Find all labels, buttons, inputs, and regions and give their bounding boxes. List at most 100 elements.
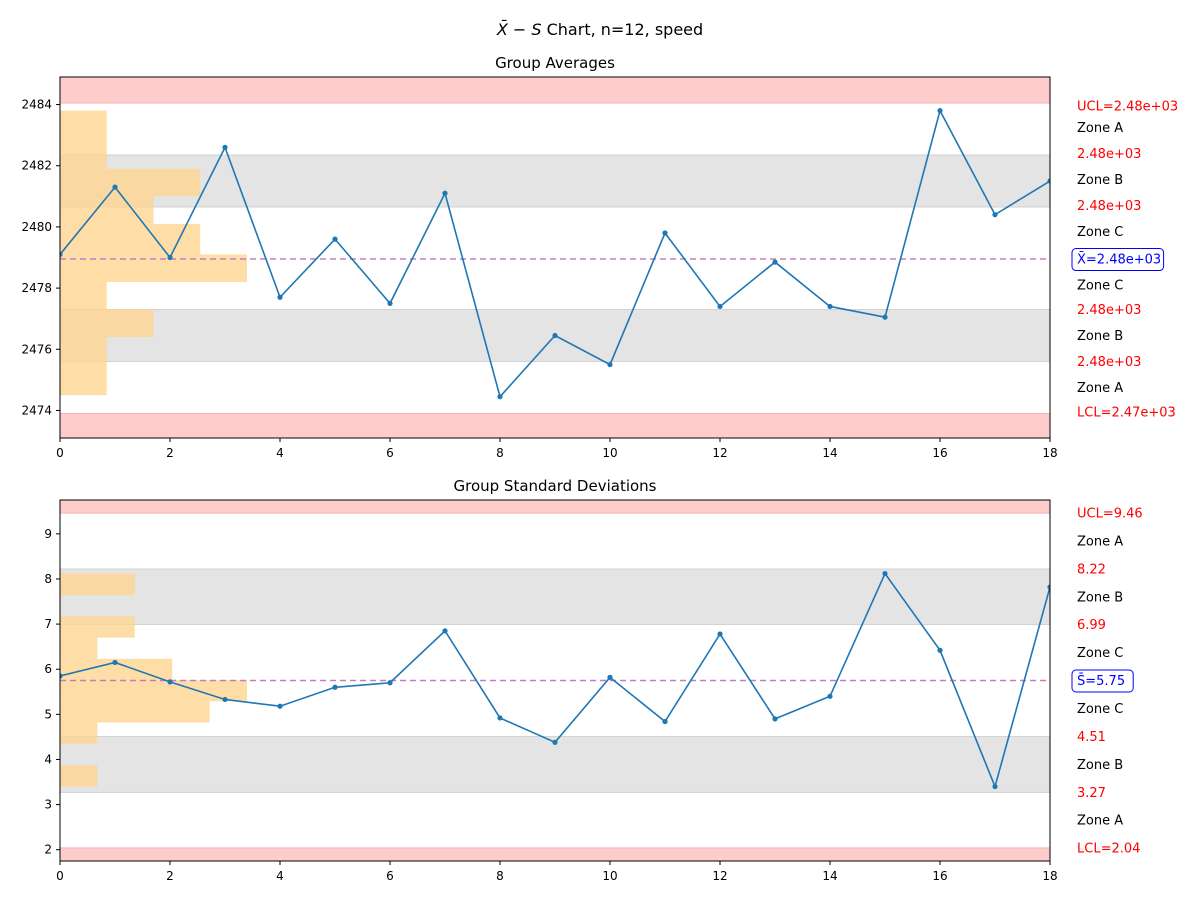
x-tick-label: 18 bbox=[1042, 869, 1057, 883]
y-tick-label: 5 bbox=[44, 707, 52, 721]
x-tick-label: 4 bbox=[276, 446, 284, 460]
center-value-label: X̄=2.48e+03 bbox=[1077, 252, 1161, 267]
limit-value-label: 4.51 bbox=[1077, 730, 1106, 745]
limit-value-label: UCL=9.46 bbox=[1077, 507, 1143, 522]
x-tick-label: 18 bbox=[1042, 446, 1057, 460]
data-point bbox=[992, 212, 998, 218]
y-tick-label: 2484 bbox=[21, 98, 52, 112]
axes-frame bbox=[59, 499, 1051, 862]
data-point bbox=[112, 659, 118, 666]
data-point bbox=[497, 715, 503, 721]
histogram-bar bbox=[60, 223, 201, 255]
zone-label: Zone C bbox=[1077, 225, 1123, 240]
panel-title: Group Standard Deviations bbox=[453, 477, 656, 495]
upper-zone-b-band bbox=[60, 568, 1050, 626]
lower-zone-b-band bbox=[60, 735, 1050, 793]
limit-value-label: 2.48e+03 bbox=[1077, 147, 1141, 162]
data-point bbox=[992, 783, 998, 790]
data-point bbox=[60, 251, 63, 258]
center-value-box bbox=[1071, 248, 1165, 272]
plot-area bbox=[60, 500, 1050, 861]
histogram-bar bbox=[60, 168, 201, 197]
x-tick-label: 0 bbox=[56, 869, 64, 883]
x-tick-label: 8 bbox=[496, 869, 504, 883]
data-point bbox=[662, 718, 668, 725]
data-point bbox=[332, 236, 338, 242]
figure-title-text: Chart, n=12, speed bbox=[542, 20, 704, 39]
histogram-bar bbox=[60, 616, 135, 638]
zone-label: Zone A bbox=[1077, 813, 1123, 828]
x-tick-label: 14 bbox=[822, 446, 837, 460]
data-point bbox=[497, 394, 503, 400]
histogram-bar bbox=[60, 637, 98, 659]
data-point bbox=[167, 679, 173, 685]
panel-title: Group Averages bbox=[495, 54, 615, 72]
data-point bbox=[442, 628, 448, 634]
zone-label: Zone C bbox=[1077, 279, 1123, 294]
data-point bbox=[772, 716, 778, 722]
limit-value-label: 8.22 bbox=[1077, 563, 1106, 578]
plot-area bbox=[60, 77, 1050, 438]
data-point bbox=[717, 631, 723, 637]
y-tick-label: 9 bbox=[44, 527, 52, 541]
histogram-bar bbox=[60, 196, 154, 224]
histogram-bar bbox=[60, 110, 107, 169]
data-point bbox=[1047, 178, 1050, 184]
x-tick-label: 16 bbox=[932, 869, 947, 883]
data-point bbox=[717, 303, 723, 310]
data-point bbox=[552, 739, 558, 745]
y-tick-label: 2 bbox=[44, 843, 52, 857]
zone-label: Zone B bbox=[1077, 591, 1123, 606]
upper-limit-band bbox=[60, 500, 1050, 514]
y-tick-label: 2474 bbox=[21, 403, 52, 417]
y-tick-label: 6 bbox=[44, 662, 52, 676]
zone-label: Zone A bbox=[1077, 535, 1123, 550]
limit-value-label: LCL=2.04 bbox=[1077, 841, 1140, 856]
data-point bbox=[277, 294, 283, 300]
data-point bbox=[222, 696, 228, 703]
y-tick-label: 7 bbox=[44, 617, 52, 631]
data-point bbox=[167, 254, 173, 261]
zone-label: Zone B bbox=[1077, 329, 1123, 344]
x-tick-label: 4 bbox=[276, 869, 284, 883]
y-tick-label: 2480 bbox=[21, 220, 52, 234]
data-point bbox=[882, 570, 888, 577]
figure-title: X̄ − S Chart, n=12, speed bbox=[496, 20, 703, 39]
group-averages-panel: 0 2 4 6 8 10 12 14 16 18 2474 2476 2478 2480 2482 2484 G… bbox=[21, 54, 1178, 460]
x-tick-label: 14 bbox=[822, 869, 837, 883]
x-tick-label: 6 bbox=[386, 869, 394, 883]
x-tick-label: 2 bbox=[166, 869, 174, 883]
data-point bbox=[772, 259, 778, 265]
lower-limit-band bbox=[60, 847, 1050, 861]
data-point bbox=[827, 303, 833, 310]
data-point bbox=[60, 673, 63, 679]
data-point bbox=[277, 703, 283, 709]
limit-value-label: 3.27 bbox=[1077, 786, 1106, 801]
zone-label: Zone B bbox=[1077, 758, 1123, 773]
data-point bbox=[387, 680, 393, 686]
y-tick-label: 2478 bbox=[21, 281, 52, 295]
data-point bbox=[827, 693, 833, 699]
data-point bbox=[937, 647, 943, 653]
limit-value-label: UCL=2.48e+03 bbox=[1077, 100, 1178, 115]
data-point bbox=[607, 674, 613, 680]
limit-value-label: 2.48e+03 bbox=[1077, 303, 1141, 318]
histogram-bar bbox=[60, 722, 98, 744]
center-value-label: S̄=5.75 bbox=[1077, 674, 1125, 689]
histogram-bar bbox=[60, 701, 210, 723]
data-point bbox=[937, 108, 943, 114]
figure-title-symbol: X̄ − S bbox=[496, 20, 542, 39]
axes-frame bbox=[59, 76, 1051, 439]
zone-label: Zone B bbox=[1077, 173, 1123, 188]
x-tick-label: 10 bbox=[602, 869, 617, 883]
histogram-bar bbox=[60, 680, 247, 702]
data-point bbox=[332, 684, 338, 690]
histogram-bar bbox=[60, 765, 98, 787]
data-point bbox=[222, 144, 228, 150]
data-point bbox=[387, 300, 393, 306]
data-point bbox=[662, 230, 668, 236]
y-tick-label: 3 bbox=[44, 798, 52, 812]
limit-value-label: 2.48e+03 bbox=[1077, 199, 1141, 214]
